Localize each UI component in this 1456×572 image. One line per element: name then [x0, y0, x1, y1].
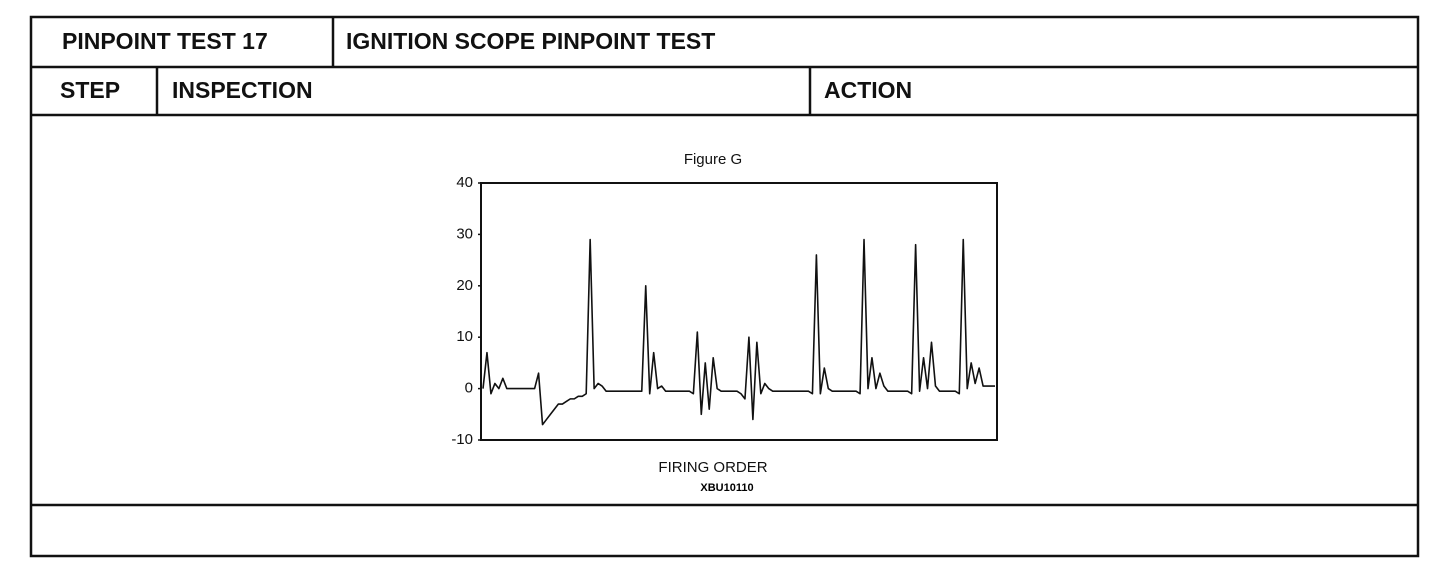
y-tick-label: 10	[456, 328, 473, 345]
y-tick-label: 20	[456, 277, 473, 294]
action-header: ACTION	[824, 77, 912, 103]
y-tick-label: -10	[451, 431, 473, 448]
waveform	[482, 238, 995, 426]
figure-code: XBU10110	[700, 482, 753, 494]
step-header: STEP	[60, 77, 120, 103]
test-number: PINPOINT TEST 17	[62, 28, 268, 54]
inspection-header: INSPECTION	[172, 77, 313, 103]
x-axis-label: FIRING ORDER	[658, 459, 767, 476]
table-border	[29, 15, 1420, 558]
y-tick-label: 40	[456, 174, 473, 191]
chart-title: Figure G	[684, 151, 742, 168]
y-tick-label: 30	[456, 225, 473, 242]
y-tick-label: 0	[465, 380, 473, 397]
test-title: IGNITION SCOPE PINPOINT TEST	[346, 28, 715, 54]
plot-frame	[480, 182, 998, 441]
